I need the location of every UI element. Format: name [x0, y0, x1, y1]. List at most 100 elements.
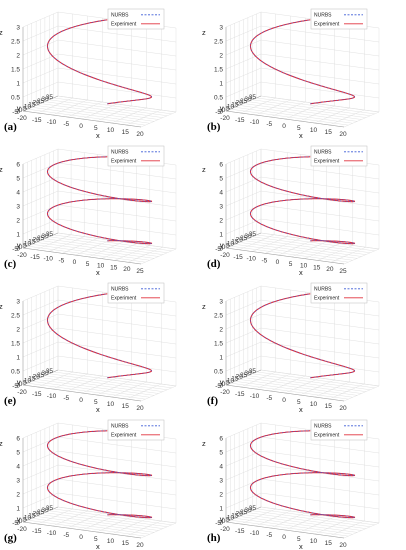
grid-z-back [57, 162, 177, 180]
grid-z-side [22, 39, 59, 56]
grid-y-floor [49, 510, 168, 527]
grid-y-floor [36, 105, 155, 122]
grid-z-back [57, 369, 177, 387]
y-tick-label: 0 [19, 518, 23, 525]
y-tick-label: -5 [215, 109, 221, 116]
grid-y-floor [230, 245, 349, 263]
x-tick-label: -15 [32, 391, 42, 398]
grid-z-side [22, 218, 59, 235]
y-tick-label: 30 [41, 507, 49, 514]
legend-label-nurbs: NURBS [314, 287, 332, 293]
z-tick-label: 4 [219, 464, 223, 471]
y-tick-label: 10 [227, 377, 235, 384]
grid-y-floor [234, 107, 353, 124]
y-tick-label: 25 [37, 372, 45, 379]
grid-y-floor [247, 238, 366, 255]
grid-z-side [22, 148, 59, 165]
box-frame [225, 164, 345, 265]
y-axis-label: y [17, 377, 21, 386]
z-tick-label: 0 [219, 520, 223, 527]
x-tick-label: 20 [136, 405, 144, 412]
z-tick-label: 6 [16, 162, 20, 169]
y-tick-label: -5 [12, 520, 18, 527]
grid-z-back [260, 436, 380, 454]
legend: NURBS Experiment [107, 8, 165, 30]
y-tick-label: 20 [33, 237, 41, 244]
grid-lines [22, 11, 177, 128]
panel-g: -20 -15 -10 -5 0 5 10 15 20 -5 0 5 10 15 20 25 30 35 0 1 2 3 4… [0, 411, 203, 550]
x-tick-label: 5 [289, 261, 293, 268]
grid-y-floor [31, 381, 150, 398]
grid-y-floor [234, 518, 353, 535]
z-axis-label: z [0, 165, 3, 174]
x-tick-label: -15 [235, 117, 245, 124]
z-tick-label: 6 [219, 162, 223, 169]
y-tick-label: 20 [236, 100, 244, 107]
grid-z-back [260, 299, 380, 317]
panel-c: -20 -15 -10 -5 0 5 10 15 20 25 -5 0 5 10 15 20 25 30 35 0 1 2… [0, 137, 203, 277]
box-frame [225, 27, 345, 128]
y-tick-label: 20 [236, 374, 244, 381]
legend: NURBS Experiment [107, 419, 165, 441]
axis-x-line [225, 247, 345, 265]
y-tick-label: 0 [19, 244, 23, 251]
y-tick-label: 0 [222, 244, 226, 251]
grid-z-back [260, 355, 380, 373]
y-tick-label: 25 [240, 98, 248, 105]
z-tick-label: 6 [16, 436, 20, 443]
grid-z-back [57, 450, 177, 468]
x-tick-label: -20 [17, 115, 27, 122]
y-tick-label: 15 [28, 102, 36, 109]
x-tick-label: 10 [107, 127, 115, 134]
grid-y-floor [252, 373, 371, 390]
grid-y-floor [239, 105, 358, 122]
series-experiment-line [249, 430, 356, 519]
grid-z-back [57, 25, 177, 43]
y-tick-label: 30 [41, 96, 49, 103]
x-tick-label: 20 [136, 131, 144, 138]
x-tick-label: 0 [73, 259, 77, 266]
grid-z-back [260, 204, 380, 222]
z-tick-label: 2 [219, 327, 223, 334]
grid-z-back [260, 478, 380, 496]
legend: NURBS Experiment [310, 8, 368, 30]
z-axis-label: z [202, 302, 206, 311]
x-tick-label: 5 [86, 261, 90, 268]
z-tick-label: 5 [219, 450, 223, 457]
z-axis-label: z [0, 439, 3, 448]
y-tick-label: 35 [249, 368, 257, 375]
grid-z-back [57, 355, 177, 373]
x-tick-label: 20 [339, 405, 347, 412]
axis-y-line [225, 506, 262, 523]
z-axis-label: z [202, 165, 206, 174]
panel-e: -20 -15 -10 -5 0 5 10 15 20 -5 0 5 10 15 20 25 30 35 0 0.5 1… [0, 274, 203, 414]
grid-z-side [225, 11, 262, 28]
y-tick-label: 0 [19, 381, 23, 388]
grid-z-back [260, 95, 380, 113]
grid-z-side [225, 176, 262, 193]
legend: NURBS Experiment [310, 419, 368, 441]
z-tick-label: 3 [16, 204, 20, 211]
x-tick-label: 5 [297, 399, 301, 406]
grid-y-floor [27, 382, 146, 400]
helix-plot-h: -20 -15 -10 -5 0 5 10 15 20-5 0 510152025303501234… [202, 419, 380, 550]
grid-z-side [225, 67, 262, 84]
grid-z-side [22, 67, 59, 84]
grid-z-side [22, 299, 59, 316]
grid-y-floor [27, 519, 146, 537]
y-tick-label: 35 [249, 231, 257, 238]
y-tick-label: 10 [24, 514, 32, 521]
helix-plot-c: -20 -15 -10 -5 0 5 10 15 20 25-5 0 5101520253035012… [0, 145, 177, 277]
grid-y-floor [36, 379, 155, 396]
z-tick-label: 3 [16, 25, 20, 32]
z-tick-label: 3 [16, 478, 20, 485]
z-tick-label: 1 [219, 232, 223, 239]
x-tick-label: -5 [266, 121, 272, 128]
x-tick-label: 15 [325, 540, 333, 547]
y-tick-label: 10 [227, 514, 235, 521]
x-tick-label: -20 [17, 526, 27, 533]
x-tick-label: 0 [79, 397, 83, 404]
x-tick-label: 5 [297, 536, 301, 543]
grid-lines [225, 11, 380, 128]
y-tick-label: 25 [240, 372, 248, 379]
